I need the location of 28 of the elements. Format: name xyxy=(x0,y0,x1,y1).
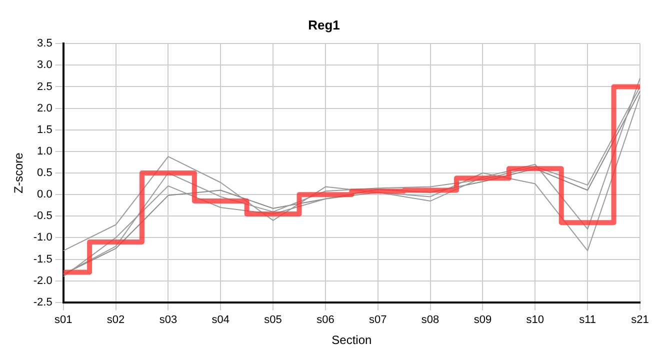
y-tick-label: 2.5 xyxy=(37,80,52,93)
y-tick-label: -1.5 xyxy=(33,253,52,266)
x-tick-label: s03 xyxy=(159,314,178,326)
x-tick-label: s10 xyxy=(526,314,544,326)
y-tick-label: -1.0 xyxy=(33,232,52,244)
y-tick-label: -2.5 xyxy=(33,296,52,308)
y-axis-title: Z-score xyxy=(12,152,26,194)
chart-title: Reg1 xyxy=(308,17,340,32)
x-axis-title: Section xyxy=(332,333,372,348)
x-tick-label: s05 xyxy=(264,314,282,326)
x-tick-label: s21 xyxy=(631,314,649,326)
x-tick-label: s07 xyxy=(369,314,387,326)
x-tick-label: s09 xyxy=(474,314,492,326)
y-tick-label: -0.5 xyxy=(33,210,52,222)
y-tick-label: 3.0 xyxy=(37,59,52,72)
y-tick-label: 3.5 xyxy=(37,38,52,50)
y-tick-label: 0.0 xyxy=(37,188,52,201)
x-tick-label: s06 xyxy=(316,314,334,326)
y-tick-label: 2.0 xyxy=(37,102,52,114)
y-tick-label: 1.5 xyxy=(37,124,52,136)
x-tick-label: s08 xyxy=(421,314,440,326)
y-tick-label: -2.0 xyxy=(33,274,52,287)
x-tick-label: s04 xyxy=(212,314,230,326)
y-tick-label: 0.5 xyxy=(37,167,52,180)
y-tick-label: 1.0 xyxy=(37,145,52,158)
x-tick-label: s02 xyxy=(106,314,125,326)
x-tick-label: s11 xyxy=(579,314,596,326)
x-tick-label: s01 xyxy=(54,314,72,326)
